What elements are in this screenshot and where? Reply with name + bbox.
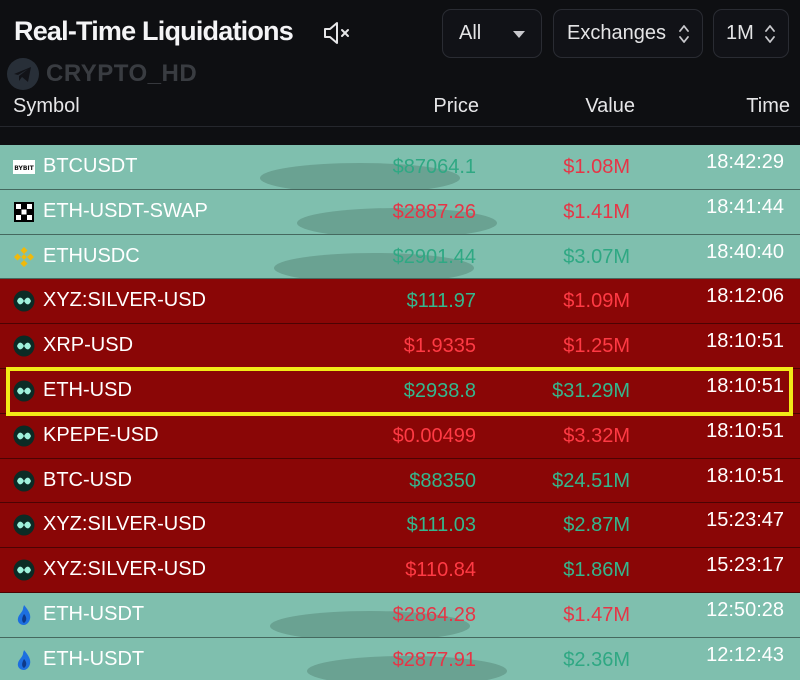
- background-shape: [260, 163, 460, 189]
- time-cell: 12:50:28: [706, 598, 784, 621]
- side-filter-select[interactable]: All: [442, 9, 542, 58]
- hyperliquid-icon: [13, 380, 35, 402]
- background-shape: [270, 610, 470, 637]
- huobi-icon: [13, 604, 35, 626]
- value-cell: $1.08M: [563, 156, 630, 178]
- value-cell: $1.25M: [563, 335, 630, 358]
- price-cell: $87064.1: [392, 156, 476, 178]
- symbol-cell: ETH-USD: [43, 378, 132, 401]
- value-cell: $1.47M: [563, 603, 630, 626]
- hyperliquid-icon: [13, 335, 35, 357]
- time-cell: 12:12:43: [706, 643, 784, 666]
- column-header-price[interactable]: Price: [433, 95, 479, 117]
- price-cell: $110.84: [405, 559, 476, 582]
- symbol-cell: ETH-USDT-SWAP: [43, 199, 208, 222]
- table-row[interactable]: XYZ:SILVER-USD $111.97 $1.09M 18:12:06: [0, 279, 800, 325]
- up-down-chevron-icon: [679, 25, 689, 43]
- column-header-symbol[interactable]: Symbol: [13, 95, 80, 117]
- okx-icon: [13, 201, 35, 223]
- value-cell: $2.36M: [563, 648, 630, 671]
- symbol-cell: ETH-USDT: [43, 602, 145, 625]
- symbol-cell: BTCUSDT: [43, 155, 138, 177]
- header-divider: [0, 126, 800, 127]
- symbol-cell: ETHUSDC: [43, 244, 140, 267]
- symbol-cell: BTC-USD: [43, 468, 132, 491]
- timeframe-filter-select[interactable]: 1M: [713, 9, 789, 58]
- price-cell: $2887.26: [392, 200, 476, 223]
- table-row[interactable]: ETH-USDT-SWAP $2887.26 $1.41M 18:41:44: [0, 189, 800, 235]
- time-cell: 18:10:51: [706, 374, 784, 397]
- background-shape: [274, 252, 474, 279]
- header: Real-Time Liquidations All Exchanges 1M: [0, 0, 800, 70]
- time-cell: 18:10:51: [706, 330, 784, 353]
- hyperliquid-icon: [13, 290, 35, 312]
- symbol-cell: ETH-USDT: [43, 647, 145, 670]
- price-cell: $0.00499: [392, 424, 476, 447]
- table-row[interactable]: ETH-USDT $2877.91 $2.36M 12:12:43: [0, 637, 800, 680]
- column-header-value[interactable]: Value: [585, 95, 635, 117]
- table-row[interactable]: ETH-USD $2938.8 $31.29M 18:10:51: [0, 368, 800, 414]
- column-header-time[interactable]: Time: [746, 95, 790, 117]
- up-down-chevron-icon: [765, 25, 775, 43]
- telegram-icon: [7, 58, 39, 90]
- watermark-text: CRYPTO_HD: [46, 60, 198, 87]
- bybit-icon: BYBIT: [13, 156, 35, 178]
- value-cell: $1.41M: [563, 200, 630, 223]
- value-cell: $1.86M: [563, 559, 630, 582]
- time-cell: 15:23:17: [706, 554, 784, 577]
- symbol-cell: XRP-USD: [43, 334, 134, 357]
- price-cell: $111.97: [406, 290, 476, 313]
- table-row[interactable]: ETHUSDC $2901.44 $3.07M 18:40:40: [0, 234, 800, 280]
- hyperliquid-icon: [13, 470, 35, 492]
- price-cell: $2938.8: [403, 379, 476, 402]
- exchange-filter-select[interactable]: Exchanges: [553, 9, 703, 58]
- table-row[interactable]: BTC-USD $88350 $24.51M 18:10:51: [0, 458, 800, 504]
- liquidations-table: BYBIT BTCUSDT $87064.1 $1.08M 18:42:29 ETH-US…: [0, 145, 800, 680]
- time-cell: 18:10:51: [706, 464, 784, 487]
- time-cell: 15:23:47: [706, 509, 784, 532]
- symbol-cell: XYZ:SILVER-USD: [43, 513, 206, 536]
- hyperliquid-icon: [13, 559, 35, 581]
- speaker-muted-icon[interactable]: [322, 20, 352, 46]
- symbol-cell: KPEPE-USD: [43, 423, 159, 446]
- hyperliquid-icon: [13, 514, 35, 536]
- binance-icon: [13, 246, 35, 268]
- value-cell: $2.87M: [563, 514, 630, 537]
- price-cell: $2877.91: [392, 648, 476, 671]
- value-cell: $3.32M: [563, 424, 630, 447]
- value-cell: $31.29M: [552, 379, 630, 402]
- table-row[interactable]: XRP-USD $1.9335 $1.25M 18:10:51: [0, 324, 800, 369]
- table-row[interactable]: XYZ:SILVER-USD $111.03 $2.87M 15:23:47: [0, 503, 800, 549]
- page-title: Real-Time Liquidations: [14, 16, 294, 46]
- symbol-cell: XYZ:SILVER-USD: [43, 289, 206, 312]
- table-row[interactable]: BYBIT BTCUSDT $87064.1 $1.08M 18:42:29: [0, 145, 800, 190]
- huobi-icon: [13, 649, 35, 671]
- value-cell: $1.09M: [563, 290, 630, 313]
- timeframe-filter-value: 1M: [726, 22, 754, 44]
- table-row[interactable]: XYZ:SILVER-USD $110.84 $1.86M 15:23:17: [0, 548, 800, 593]
- time-cell: 18:41:44: [706, 195, 784, 218]
- price-cell: $2901.44: [392, 245, 476, 268]
- table-row[interactable]: ETH-USDT $2864.28 $1.47M 12:50:28: [0, 592, 800, 638]
- background-shape: [307, 655, 507, 680]
- watermark: CRYPTO_HD: [6, 57, 197, 91]
- hyperliquid-icon: [13, 425, 35, 447]
- background-shape: [297, 207, 497, 234]
- table-row[interactable]: KPEPE-USD $0.00499 $3.32M 18:10:51: [0, 413, 800, 459]
- price-cell: $88350: [409, 469, 476, 492]
- price-cell: $2864.28: [392, 603, 476, 626]
- value-cell: $3.07M: [563, 245, 630, 268]
- time-cell: 18:10:51: [706, 419, 784, 442]
- time-cell: 18:40:40: [706, 240, 784, 263]
- time-cell: 18:12:06: [706, 285, 784, 308]
- time-cell: 18:42:29: [706, 151, 784, 173]
- price-cell: $1.9335: [403, 335, 476, 358]
- chevron-down-icon: [513, 31, 525, 38]
- svg-text:BYBIT: BYBIT: [14, 165, 34, 172]
- price-cell: $111.03: [406, 514, 476, 537]
- side-filter-value: All: [459, 22, 482, 44]
- symbol-cell: XYZ:SILVER-USD: [43, 558, 206, 581]
- exchange-filter-value: Exchanges: [567, 22, 666, 44]
- value-cell: $24.51M: [552, 469, 630, 492]
